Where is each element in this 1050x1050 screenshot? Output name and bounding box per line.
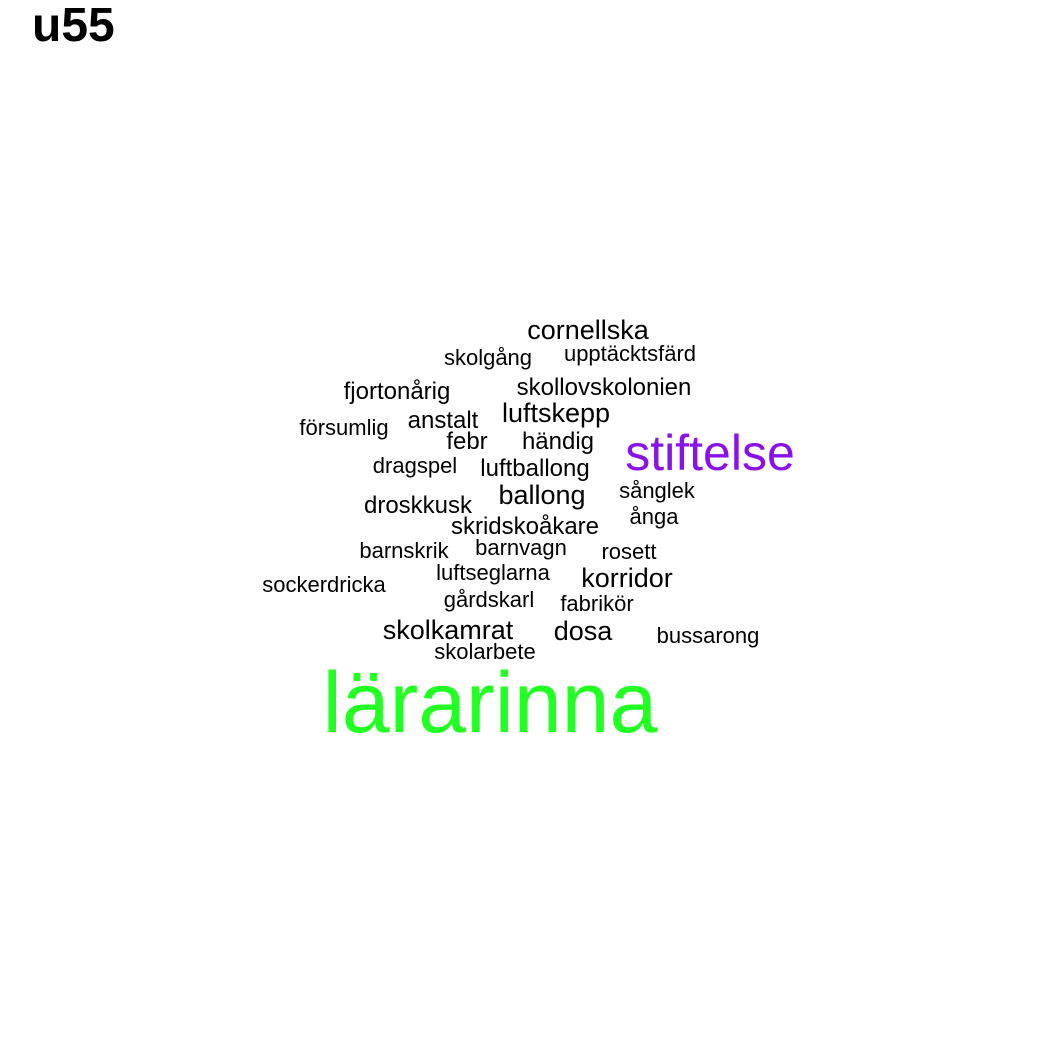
word-barnvagn: barnvagn bbox=[475, 535, 567, 560]
word-lararinna: lärarinna bbox=[322, 655, 658, 751]
word-ballong: ballong bbox=[498, 480, 586, 510]
word-barnskrik: barnskrik bbox=[359, 538, 449, 563]
word-skolgang: skolgång bbox=[443, 345, 533, 370]
word-skolkamrat: skolkamrat bbox=[382, 615, 514, 645]
word-luftskepp: luftskepp bbox=[501, 398, 611, 428]
word-febr: febr bbox=[446, 428, 488, 455]
word-dosa: dosa bbox=[553, 616, 613, 646]
word-sanglek: sånglek bbox=[619, 478, 695, 503]
word-handig: händig bbox=[521, 428, 595, 455]
word-sockerdricka: sockerdricka bbox=[262, 572, 386, 597]
word-skolarbete: skolarbete bbox=[434, 639, 536, 664]
word-fabrikor: fabrikör bbox=[560, 591, 634, 616]
word-bussarong: bussarong bbox=[656, 623, 760, 648]
page-title: u55 bbox=[32, 0, 115, 52]
word-luftseglarna: luftseglarna bbox=[436, 560, 550, 585]
word-cornellska: cornellska bbox=[527, 315, 649, 345]
word-anstalt: anstalt bbox=[407, 407, 479, 434]
word-skollovskolonien: skollovskolonien bbox=[516, 374, 692, 401]
word-dragspel: dragspel bbox=[372, 453, 458, 478]
word-luftballong: luftballong bbox=[480, 455, 590, 482]
word-upptacktsfard: upptäcktsfärd bbox=[563, 341, 697, 366]
word-anga: ånga bbox=[629, 504, 679, 529]
word-fjortonarig: fjortonårig bbox=[343, 378, 451, 405]
word-forsumlig: försumlig bbox=[299, 415, 389, 440]
word-korridor: korridor bbox=[581, 563, 673, 593]
word-droskkusk: droskkusk bbox=[363, 492, 473, 519]
word-gardskarl: gårdskarl bbox=[443, 587, 535, 612]
word-rosett: rosett bbox=[601, 539, 657, 564]
word-skridskoakare: skridskoåkare bbox=[450, 513, 600, 540]
word-stiftelse: stiftelse bbox=[625, 425, 795, 481]
